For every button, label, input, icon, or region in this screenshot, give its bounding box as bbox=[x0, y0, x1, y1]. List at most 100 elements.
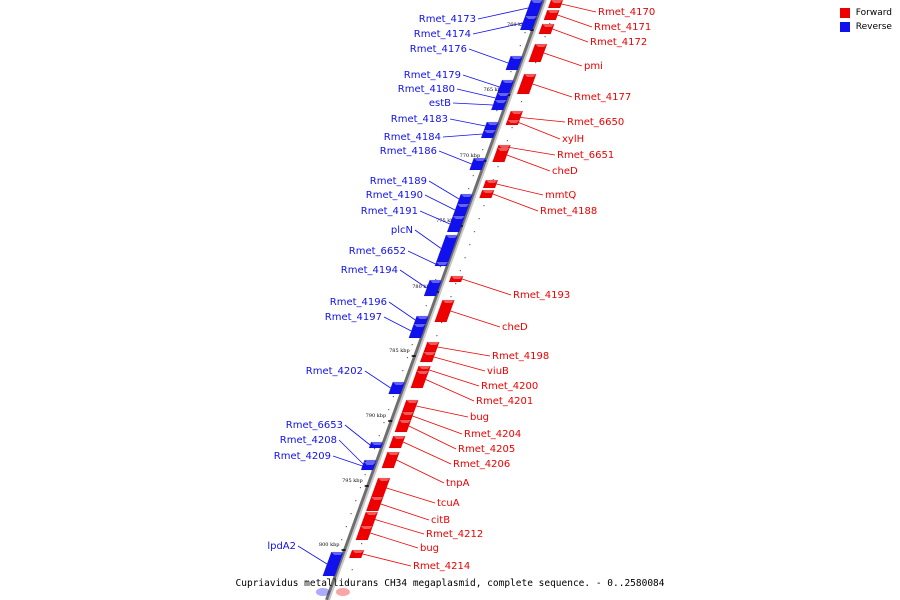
gene-highlight bbox=[365, 512, 378, 515]
tick-label: 760 kbp bbox=[507, 22, 528, 28]
forward-gene bbox=[538, 23, 555, 35]
reverse-gene bbox=[456, 193, 474, 205]
leader-line bbox=[520, 117, 566, 123]
leader-line bbox=[407, 250, 436, 265]
gene-highlight bbox=[416, 371, 429, 374]
leader-line bbox=[461, 278, 512, 296]
gene-label: Rmet_4193 bbox=[513, 290, 570, 301]
forward-gene bbox=[355, 525, 374, 541]
minor-tick bbox=[510, 71, 512, 73]
gene-highlight bbox=[399, 420, 412, 423]
leader-line bbox=[452, 102, 494, 106]
gene-body bbox=[355, 525, 374, 541]
legend-forward: Forward bbox=[839, 8, 892, 18]
gene-highlight bbox=[427, 342, 440, 345]
leader-line bbox=[532, 83, 573, 98]
leader-line bbox=[416, 405, 469, 418]
gene-body bbox=[434, 299, 455, 323]
reverse-gene bbox=[480, 129, 497, 139]
minor-tick bbox=[436, 335, 438, 337]
minor-tick bbox=[468, 188, 470, 190]
gene-highlight bbox=[392, 382, 405, 385]
leader-line bbox=[477, 7, 529, 20]
gene-highlight bbox=[482, 190, 495, 193]
minor-tick bbox=[439, 266, 441, 268]
forward-gene bbox=[423, 341, 440, 353]
gene-body bbox=[394, 419, 412, 433]
gene-highlight bbox=[497, 93, 510, 96]
gene-label: cheD bbox=[552, 166, 578, 177]
gene-body bbox=[360, 511, 379, 528]
gene-highlight bbox=[423, 352, 436, 355]
gene-label: Rmet_6650 bbox=[567, 117, 624, 128]
gene-body bbox=[538, 23, 555, 35]
leader-line bbox=[428, 180, 460, 200]
tick-label: 780 kbp bbox=[412, 284, 433, 290]
gene-label: Rmet_4191 bbox=[361, 206, 418, 217]
leader-line bbox=[492, 193, 539, 212]
gene-body bbox=[480, 129, 497, 139]
gene-label: Rmet_4205 bbox=[458, 444, 515, 455]
minor-tick bbox=[450, 296, 452, 298]
forward-swatch bbox=[839, 8, 850, 18]
minor-tick bbox=[341, 539, 343, 541]
forward-gene bbox=[492, 147, 510, 163]
gene-highlight bbox=[442, 300, 455, 303]
reverse-gene bbox=[408, 323, 427, 339]
forward-gene bbox=[505, 119, 520, 126]
minor-tick bbox=[425, 305, 427, 307]
minor-tick bbox=[472, 175, 474, 177]
minor-tick bbox=[435, 279, 437, 281]
leader-line bbox=[437, 346, 491, 357]
gene-label: Rmet_4186 bbox=[380, 146, 437, 157]
gene-highlight bbox=[371, 497, 384, 500]
legend-reverse: Reverse bbox=[839, 22, 892, 32]
minor-tick bbox=[440, 322, 443, 324]
leader-line bbox=[456, 88, 496, 99]
reverse-gene bbox=[434, 261, 449, 267]
minor-tick bbox=[378, 435, 380, 437]
minor-tick bbox=[544, 36, 546, 38]
reverse-gene bbox=[368, 441, 384, 449]
gene-highlight bbox=[531, 0, 543, 3]
leader-line bbox=[561, 3, 597, 13]
forward-gene bbox=[482, 179, 499, 189]
gene-highlight bbox=[429, 280, 442, 283]
minor-tick bbox=[473, 231, 476, 233]
gene-highlight bbox=[371, 442, 384, 445]
gene-body bbox=[348, 549, 365, 559]
minor-tick bbox=[326, 578, 329, 580]
gene-highlight bbox=[507, 120, 520, 123]
gene-highlight bbox=[457, 204, 470, 207]
gene-label: Rmet_4173 bbox=[419, 14, 476, 25]
minor-tick bbox=[520, 101, 523, 103]
forward-gene bbox=[528, 43, 548, 63]
gene-label: pmi bbox=[584, 61, 603, 72]
gene-highlight bbox=[416, 316, 429, 319]
leader-line bbox=[433, 356, 486, 372]
gene-highlight bbox=[451, 276, 464, 279]
leader-line bbox=[386, 487, 436, 504]
leader-line bbox=[332, 455, 363, 467]
gene-highlight bbox=[393, 436, 406, 439]
gene-highlight bbox=[485, 180, 498, 183]
forward-gene bbox=[365, 496, 384, 512]
gene-body bbox=[505, 119, 520, 126]
gene-body bbox=[322, 551, 344, 577]
leader-line bbox=[496, 183, 544, 196]
gene-highlight bbox=[363, 462, 376, 465]
reverse-gene bbox=[519, 15, 538, 31]
minor-tick bbox=[392, 396, 394, 398]
reverse-gene bbox=[322, 551, 344, 577]
legend-forward-label: Forward bbox=[855, 8, 892, 18]
leader-line bbox=[364, 370, 391, 389]
reverse-gene-partial bbox=[315, 588, 330, 596]
forward-gene bbox=[401, 399, 419, 413]
gene-body bbox=[469, 157, 487, 171]
gene-label: xylH bbox=[562, 134, 584, 145]
gene-body bbox=[528, 43, 548, 63]
minor-tick bbox=[469, 244, 471, 246]
gene-highlight bbox=[498, 145, 511, 148]
minor-tick bbox=[346, 582, 349, 584]
minor-tick bbox=[497, 166, 499, 168]
